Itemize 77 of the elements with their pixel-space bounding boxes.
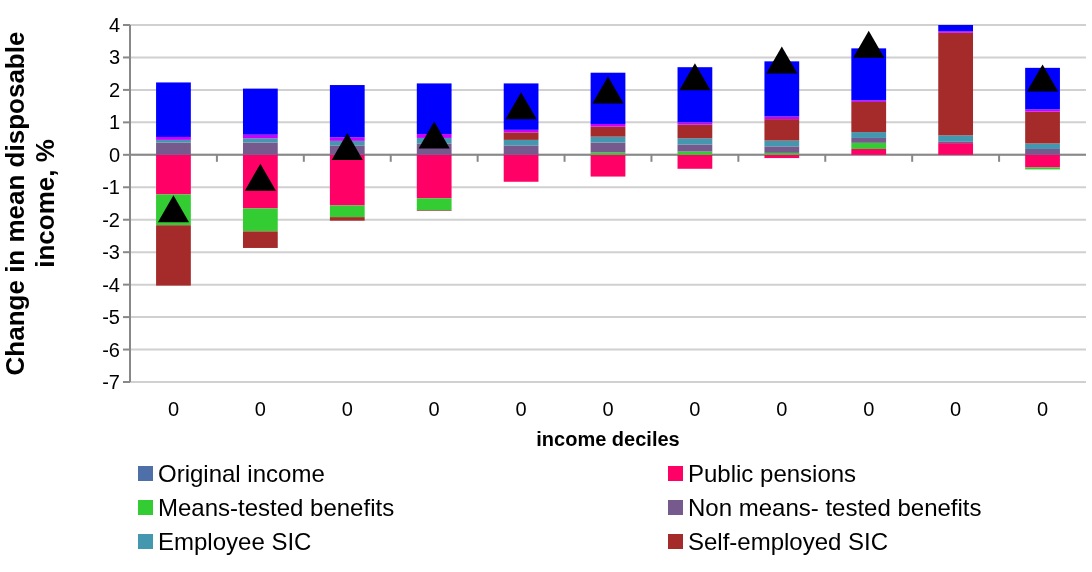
- y-tick-label: -4: [102, 273, 120, 296]
- bar: [851, 101, 887, 133]
- bar: [677, 124, 713, 139]
- bar: [156, 154, 191, 195]
- bar: [503, 154, 539, 182]
- x-tick-label: 0: [428, 398, 440, 420]
- bar: [416, 154, 452, 199]
- x-axis-title: income deciles: [536, 428, 680, 450]
- x-tick-label: 0: [689, 398, 701, 420]
- bar: [503, 132, 539, 140]
- x-tick-label: 0: [602, 398, 614, 420]
- bar: [1025, 111, 1060, 144]
- legend-label: Employee SIC: [158, 528, 312, 556]
- bar: [416, 83, 452, 135]
- bar: [851, 142, 887, 149]
- y-tick-label: -5: [102, 306, 120, 329]
- bar: [677, 122, 713, 125]
- legend-label: Non means- tested benefits: [688, 494, 982, 522]
- y-tick-label: 1: [108, 111, 120, 134]
- legend-label: Public pensions: [688, 460, 857, 488]
- bar: [242, 208, 278, 232]
- bar: [329, 217, 365, 221]
- bar: [851, 132, 887, 138]
- bar: [851, 137, 887, 143]
- x-tick-label: 0: [341, 398, 353, 420]
- y-tick-label: -1: [102, 176, 120, 199]
- y-tick-label: -7: [102, 371, 120, 393]
- y-tick-label: -3: [102, 241, 120, 264]
- bar: [764, 154, 800, 159]
- y-tick-label: -2: [102, 208, 120, 231]
- x-tick-label: 0: [167, 398, 180, 420]
- bar: [677, 138, 713, 145]
- bar: [938, 32, 974, 136]
- bar: [156, 82, 191, 137]
- x-tick-label: 0: [950, 398, 962, 420]
- bar: [938, 135, 974, 142]
- bar: [590, 123, 626, 127]
- y-tick-label: 4: [108, 14, 120, 36]
- y-axis-title: Change in mean disposable income, %: [0, 31, 60, 376]
- bar: [677, 144, 713, 152]
- bar: [590, 154, 626, 177]
- x-tick-label: 0: [776, 398, 788, 420]
- bar: [938, 143, 974, 155]
- bar: [938, 25, 974, 32]
- bar: [329, 154, 365, 206]
- bar: [242, 138, 278, 143]
- bar: [242, 88, 278, 135]
- legend-label: Original income: [158, 460, 325, 488]
- legend-label: Self-employed SIC: [688, 528, 889, 556]
- bar: [677, 151, 713, 155]
- bar: [416, 198, 452, 211]
- bar: [156, 142, 191, 155]
- bar: [1025, 148, 1060, 155]
- x-tick-label: 0: [863, 398, 875, 420]
- y-tick-label: 2: [108, 78, 120, 101]
- bar: [242, 142, 278, 155]
- bar: [1025, 143, 1060, 149]
- bar: [1025, 154, 1060, 168]
- bar: [764, 119, 800, 141]
- x-tick-label: 0: [515, 398, 527, 420]
- bar: [590, 126, 626, 137]
- y-tick-label: -6: [102, 338, 120, 361]
- x-tick-label: 0: [254, 398, 266, 420]
- bar: [156, 225, 191, 286]
- y-tick-label: 3: [108, 46, 120, 69]
- bar: [590, 142, 626, 153]
- legend-label: Means-tested benefits: [158, 494, 395, 522]
- bar: [1025, 109, 1060, 112]
- bar: [329, 205, 365, 218]
- bar: [677, 154, 713, 169]
- bar: [503, 145, 539, 155]
- y-tick-label: 0: [108, 143, 120, 166]
- bar: [242, 231, 278, 248]
- bar: [329, 85, 365, 138]
- bar: [851, 148, 887, 155]
- x-tick-label: 0: [1036, 398, 1049, 420]
- bar: [764, 146, 800, 153]
